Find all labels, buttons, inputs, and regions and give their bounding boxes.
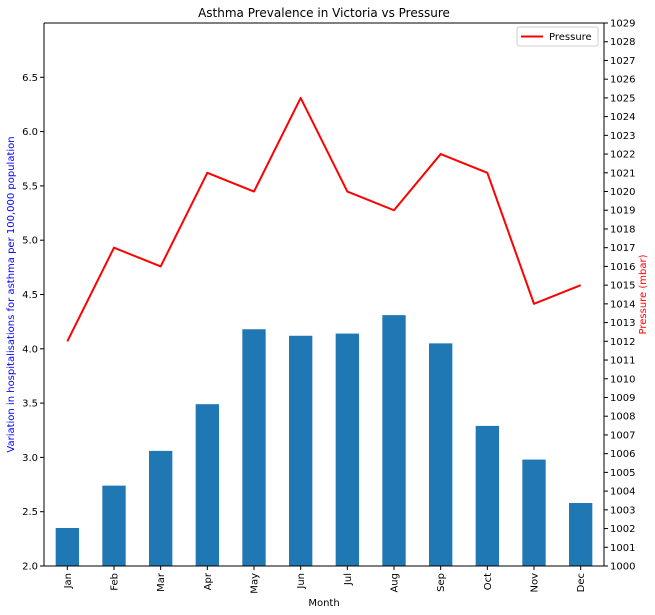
y2-tick-label: 1003 — [610, 505, 635, 516]
chart-title: Asthma Prevalence in Victoria vs Pressur… — [198, 6, 450, 20]
y2-tick-label: 1004 — [610, 487, 635, 498]
x-tick-label: Mar — [156, 572, 167, 592]
y-tick-label: 4.0 — [22, 344, 38, 355]
y-axis-label: Variation in hospitalisations for asthma… — [6, 136, 17, 452]
y2-tick-label: 1018 — [610, 224, 635, 235]
y2-tick-label: 1001 — [610, 543, 635, 554]
y2-tick-label: 1002 — [610, 524, 635, 535]
bar-sep — [429, 343, 453, 566]
bar-may — [242, 329, 266, 566]
x-tick-label: Nov — [530, 573, 541, 593]
y-tick-label: 3.5 — [22, 399, 38, 410]
y2-tick-label: 1015 — [610, 281, 635, 292]
y2-tick-label: 1027 — [610, 56, 635, 67]
y2-tick-label: 1014 — [610, 299, 635, 310]
y2-tick-label: 1025 — [610, 93, 635, 104]
y-tick-label: 6.5 — [22, 73, 38, 84]
y2-tick-label: 1023 — [610, 131, 635, 142]
y2-tick-label: 1020 — [610, 187, 635, 198]
y2-tick-label: 1005 — [610, 468, 635, 479]
x-tick-label: Aug — [390, 573, 401, 593]
y2-tick-label: 1024 — [610, 112, 635, 123]
y2-tick-label: 1028 — [610, 37, 635, 48]
y2-tick-label: 1029 — [610, 19, 635, 30]
y-tick-label: 2.0 — [22, 562, 38, 573]
pressure-line — [66, 96, 582, 342]
x-tick-label: Oct — [483, 573, 494, 590]
y-tick-label: 5.0 — [22, 236, 38, 247]
legend-box — [516, 26, 599, 47]
bar-dec — [569, 503, 593, 566]
x-tick-label: Dec — [576, 573, 587, 592]
y2-tick-label: 1019 — [610, 206, 635, 217]
bar-jan — [55, 527, 79, 566]
y2-tick-label: 1011 — [610, 356, 635, 367]
y2-tick-label: 1009 — [610, 393, 635, 404]
y-tick-label: 2.5 — [22, 507, 38, 518]
y2-axis-label: Pressure (mbar) — [638, 254, 649, 334]
y2-tick-label: 1012 — [610, 337, 635, 348]
x-tick-label: May — [250, 573, 261, 594]
bar-jul — [335, 333, 359, 566]
bar-mar — [149, 450, 173, 566]
x-tick-label: Feb — [110, 573, 121, 591]
x-tick-label: Jun — [296, 573, 307, 590]
y2-tick-label: 1016 — [610, 262, 635, 273]
y2-tick-label: 1008 — [610, 412, 635, 423]
legend: Pressure — [516, 26, 599, 47]
y2-tick-label: 1013 — [610, 318, 635, 329]
bar-oct — [475, 425, 499, 566]
y-tick-label: 5.5 — [22, 181, 38, 192]
bar-apr — [195, 404, 219, 566]
x-axis-label: Month — [308, 598, 339, 609]
x-tick-label: Jul — [343, 573, 354, 586]
bar-jun — [289, 335, 313, 566]
y2-tick-label: 1007 — [610, 430, 635, 441]
y2-tick-label: 1010 — [610, 374, 635, 385]
x-tick-label: Jan — [63, 573, 74, 589]
legend-label-pressure: Pressure — [549, 32, 592, 43]
x-tick-label: Sep — [436, 573, 447, 592]
y2-tick-label: 1006 — [610, 449, 635, 460]
y-tick-label: 4.5 — [22, 290, 38, 301]
bar-nov — [522, 459, 546, 566]
bar-aug — [382, 315, 406, 566]
y2-tick-label: 1026 — [610, 75, 635, 86]
y2-tick-label: 1000 — [610, 562, 635, 573]
y2-tick-label: 1017 — [610, 243, 635, 254]
y-tick-label: 3.0 — [22, 453, 38, 464]
y2-tick-label: 1021 — [610, 168, 635, 179]
bar-feb — [102, 485, 126, 566]
x-tick-label: Apr — [203, 572, 214, 590]
y-tick-label: 6.0 — [22, 127, 38, 138]
y2-tick-label: 1022 — [610, 150, 635, 161]
